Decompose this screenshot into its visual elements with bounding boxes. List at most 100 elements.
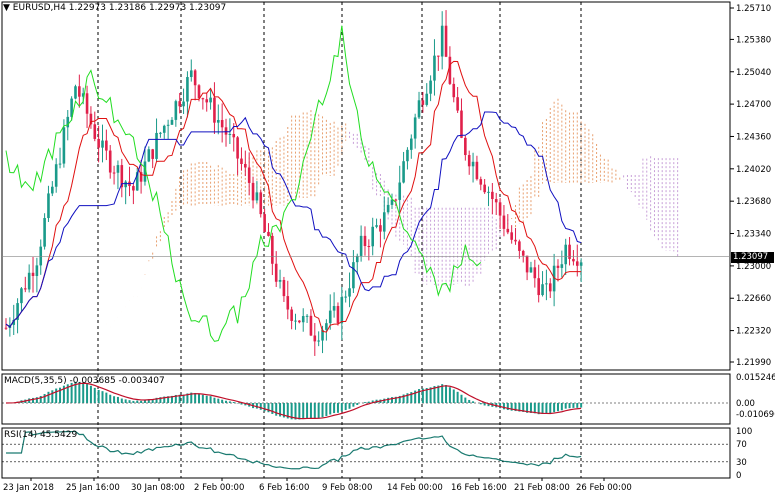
candle-body — [224, 127, 228, 135]
candle-body — [533, 267, 537, 279]
rsi-line — [6, 430, 582, 470]
macd-pane-border — [1, 373, 731, 425]
price-tick-label: 1.24360 — [736, 132, 771, 142]
time-axis-label: 14 Feb 00:00 — [387, 483, 443, 493]
candle-body — [471, 161, 475, 167]
candle-body — [271, 235, 274, 264]
candle-body — [159, 132, 162, 134]
candle-body — [220, 120, 224, 128]
candle-body — [251, 182, 255, 201]
macd-tick-label: -0.010696 — [736, 410, 775, 420]
candle-body — [386, 204, 390, 213]
candle-body — [147, 149, 151, 162]
rsi-tick-label: 0 — [736, 471, 741, 481]
price-tick-label: 1.25040 — [736, 68, 771, 78]
candle-body — [58, 163, 62, 165]
candle-body — [494, 199, 498, 203]
candle-body — [355, 255, 359, 263]
price-tick-label: 1.23000 — [736, 262, 771, 272]
kijun-sen-line — [5, 111, 582, 328]
price-tick-label: 1.24020 — [736, 165, 771, 175]
candle-body — [278, 279, 282, 282]
candle-body — [309, 315, 313, 336]
candle-body — [529, 267, 533, 273]
candle-body — [537, 278, 540, 296]
candle-body — [406, 149, 409, 162]
candle-body — [317, 340, 320, 342]
candle-body — [340, 297, 344, 324]
candle-body — [89, 113, 93, 125]
candle-body — [572, 258, 575, 262]
candle-body — [575, 261, 579, 266]
candle-body — [43, 218, 46, 247]
candle-body — [120, 165, 124, 188]
candle-body — [189, 70, 193, 78]
candle-body — [579, 262, 583, 266]
candle-body — [197, 85, 201, 99]
candle-body — [352, 262, 355, 289]
candle-body — [166, 124, 170, 126]
candle-body — [444, 25, 448, 57]
time-axis-label: 26 Feb 00:00 — [576, 483, 632, 493]
candle-body — [155, 132, 158, 159]
price-tick-label: 1.22660 — [736, 294, 771, 304]
candle-body — [328, 310, 332, 324]
main-pane-border — [1, 1, 731, 371]
candle-body — [433, 55, 436, 81]
candle-body — [267, 231, 270, 236]
time-axis-label: 9 Feb 08:00 — [322, 483, 372, 493]
candle-body — [456, 97, 459, 111]
candle-body — [525, 255, 529, 273]
candle-body — [31, 272, 35, 276]
candle-body — [286, 296, 290, 310]
rsi-label: RSI(14) 45.5429 — [4, 430, 78, 440]
current-price-tag: 1.23097 — [731, 251, 774, 263]
candle-body — [371, 226, 374, 247]
candle-body — [182, 101, 185, 107]
candle-body — [502, 215, 506, 229]
time-axis-label: 16 Feb 16:00 — [451, 483, 507, 493]
candle-body — [209, 97, 212, 103]
candle-body — [236, 137, 239, 159]
price-tick-label: 1.24700 — [736, 100, 771, 110]
candle-body — [105, 140, 108, 151]
candle-body — [564, 244, 567, 265]
candle-body — [290, 309, 293, 321]
candle-body — [27, 272, 31, 290]
candle-body — [556, 265, 560, 268]
candle-body — [108, 150, 112, 173]
candle-body — [514, 239, 517, 242]
candle-body — [410, 138, 413, 150]
time-axis-label: 30 Jan 08:00 — [131, 483, 185, 493]
candle-body — [390, 199, 394, 205]
candle-body — [244, 163, 247, 168]
candle-body — [124, 181, 127, 188]
candle-body — [491, 191, 494, 200]
candle-body — [398, 182, 402, 200]
price-tick-label: 1.23680 — [736, 197, 771, 207]
candle-body — [332, 306, 336, 311]
candle-body — [518, 241, 521, 251]
candle-body — [548, 283, 552, 292]
price-tick-label: 1.25380 — [736, 35, 771, 45]
candle-body — [35, 265, 39, 276]
candle-body — [116, 165, 120, 173]
tenkan-sen-line — [5, 60, 582, 333]
ohlc-values: 1.22973 1.23186 1.22973 1.23097 — [68, 3, 227, 13]
candle-body — [545, 283, 548, 285]
candle-body — [81, 93, 85, 97]
candle-body — [240, 158, 243, 164]
candle-body — [20, 288, 23, 304]
macd-tick-label: 0.015246 — [736, 373, 775, 383]
price-tick-label: 1.21990 — [736, 358, 771, 368]
candle-body — [178, 101, 181, 107]
triangle-down-icon[interactable]: ▼ — [3, 3, 10, 13]
candle-body — [97, 138, 100, 148]
candle-body — [263, 214, 266, 232]
candle-body — [54, 164, 58, 187]
candle-body — [464, 137, 467, 156]
candle-body — [255, 192, 259, 201]
candle-body — [568, 244, 571, 259]
